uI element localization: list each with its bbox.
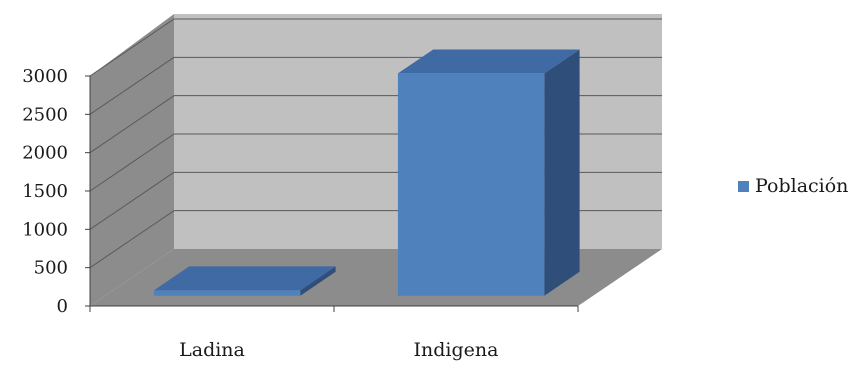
gridline-side — [89, 56, 175, 115]
side-wall — [90, 14, 174, 306]
y-tick-label: 2500 — [22, 104, 68, 125]
y-tick-label: 2000 — [22, 143, 68, 164]
bar-side — [544, 49, 580, 296]
legend-label: Población — [755, 175, 849, 197]
x-tick-label: Indigena — [414, 339, 499, 361]
y-tick-label: 1500 — [22, 181, 68, 202]
bar-top — [397, 49, 580, 74]
legend: Población — [738, 175, 848, 197]
bar-side — [300, 266, 336, 296]
y-tick-label: 1000 — [22, 219, 68, 240]
y-tick-label: 0 — [57, 296, 68, 317]
gridline-side — [89, 171, 175, 230]
gridline-side — [89, 210, 175, 269]
legend-swatch — [738, 180, 749, 192]
bar — [153, 290, 301, 296]
y-tick-label: 3000 — [22, 66, 68, 87]
bar — [397, 73, 545, 296]
gridline-side — [89, 133, 175, 192]
bar-indigena — [397, 49, 580, 296]
gridline-side — [89, 18, 175, 77]
bar-ladina — [153, 266, 336, 296]
y-tick-label: 500 — [34, 258, 68, 279]
gridline-side — [89, 95, 175, 154]
bar-top — [153, 266, 336, 291]
x-tick-label: Ladina — [179, 339, 245, 361]
